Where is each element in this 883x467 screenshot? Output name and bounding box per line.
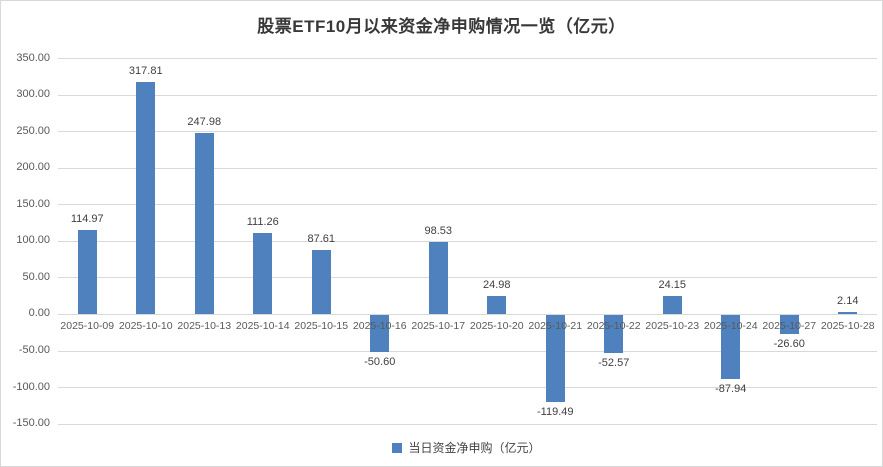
x-tick-label: 2025-10-27 — [762, 319, 817, 332]
bar-value-label: 247.98 — [187, 115, 222, 128]
y-tick-label: 250.00 — [16, 124, 50, 137]
bar — [370, 314, 390, 352]
x-tick-label: 2025-10-23 — [645, 319, 700, 332]
legend: 当日资金净申购（亿元） — [58, 439, 875, 456]
gridline — [58, 423, 877, 425]
bar — [838, 312, 858, 314]
bar — [194, 132, 214, 314]
gridline — [58, 387, 877, 389]
bar-value-label: 87.61 — [307, 232, 336, 245]
bar-value-label: -119.49 — [537, 406, 574, 419]
bar — [604, 314, 624, 354]
bar — [721, 314, 741, 380]
gridline — [58, 167, 877, 169]
gridline — [58, 94, 877, 96]
y-tick-label: 50.00 — [22, 270, 50, 283]
x-tick-label: 2025-10-22 — [586, 319, 641, 332]
gridline — [58, 58, 877, 59]
x-tick-label: 2025-10-13 — [177, 319, 232, 332]
x-tick-label: 2025-10-15 — [294, 319, 349, 332]
x-tick-label: 2025-10-20 — [469, 319, 524, 332]
bar-value-label: -52.57 — [598, 357, 630, 370]
y-tick-label: -50.00 — [18, 344, 50, 357]
gridline — [58, 204, 877, 206]
x-tick-label: 2025-10-21 — [528, 319, 583, 332]
gridline — [58, 240, 877, 242]
bar-value-label: 114.97 — [70, 212, 104, 225]
bar — [662, 296, 682, 314]
legend-marker-icon — [392, 442, 403, 453]
x-tick-label: 2025-10-09 — [60, 319, 115, 332]
bar — [428, 241, 448, 314]
gridline — [58, 131, 877, 133]
bar — [77, 229, 97, 314]
x-tick-label: 2025-10-16 — [352, 319, 407, 332]
y-tick-label: -100.00 — [12, 380, 50, 393]
y-tick-label: 0.00 — [28, 307, 50, 320]
gridline — [58, 277, 877, 279]
gridline — [58, 313, 877, 315]
bar-value-label: -26.60 — [773, 338, 805, 351]
bar — [779, 314, 799, 335]
bar-value-label: -87.94 — [715, 383, 747, 396]
x-tick-label: 2025-10-24 — [703, 319, 758, 332]
x-tick-label: 2025-10-17 — [411, 319, 466, 332]
bar-value-label: 2.14 — [837, 295, 859, 308]
bar — [545, 314, 565, 403]
x-tick-label: 2025-10-10 — [118, 319, 173, 332]
bar-value-label: 24.98 — [482, 278, 511, 291]
y-tick-label: -150.00 — [12, 417, 50, 430]
gridline — [58, 350, 877, 352]
x-tick-label: 2025-10-28 — [820, 319, 875, 332]
bar-value-label: -50.60 — [364, 355, 396, 368]
chart-title: 股票ETF10月以来资金净申购情况一览（亿元） — [257, 17, 626, 36]
bar — [487, 295, 507, 314]
y-tick-label: 300.00 — [16, 88, 50, 101]
y-tick-label: 100.00 — [16, 234, 50, 247]
bar — [311, 249, 331, 314]
bar-value-label: 317.81 — [128, 64, 163, 77]
y-tick-label: 200.00 — [16, 161, 50, 174]
y-tick-label: 150.00 — [16, 197, 50, 210]
bar — [253, 232, 273, 314]
bar-value-label: 98.53 — [424, 224, 453, 237]
legend-label: 当日资金净申购（亿元） — [408, 441, 541, 455]
y-tick-label: 350.00 — [16, 51, 50, 64]
bar-value-label: 24.15 — [658, 279, 687, 292]
bar — [136, 81, 156, 314]
x-tick-label: 2025-10-14 — [235, 319, 290, 332]
bar-value-label: 111.26 — [246, 215, 279, 228]
